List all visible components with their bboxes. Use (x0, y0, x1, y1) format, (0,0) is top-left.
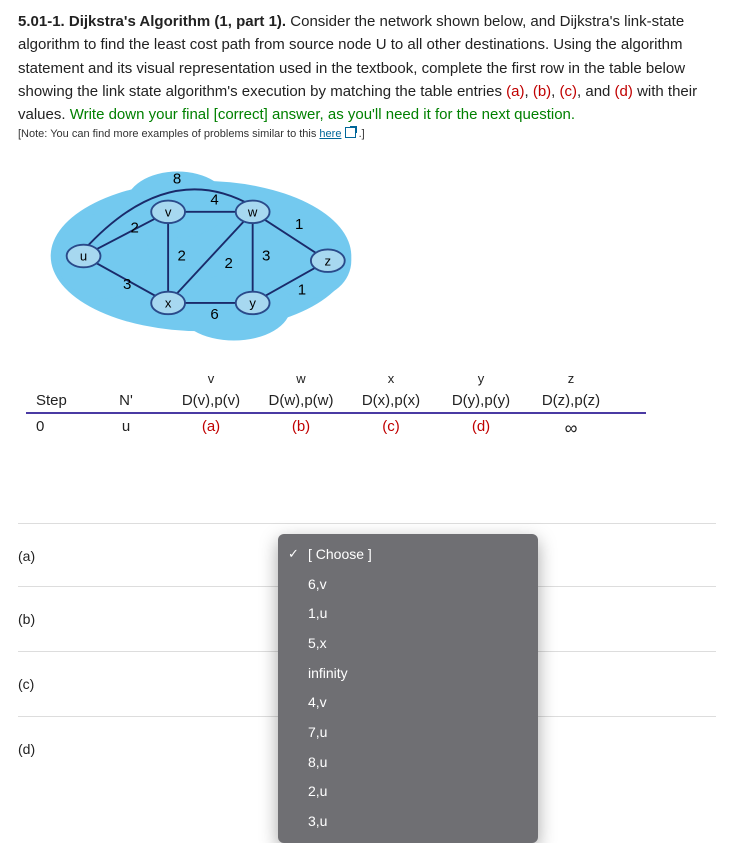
val-a: (a) (166, 414, 256, 443)
q-title: Dijkstra's Algorithm (1, part 1). (69, 13, 286, 30)
svg-text:3: 3 (262, 248, 270, 265)
ans-label-c: (c) (18, 670, 278, 696)
ans-label-d: (d) (18, 735, 278, 761)
lbl-b: (b) (533, 83, 551, 100)
col-z: z (526, 369, 616, 389)
col-y: y (436, 369, 526, 389)
svg-text:y: y (249, 296, 256, 311)
dijkstra-table: v w x y z Step N' D(v),p(v) D(w),p(w) D(… (26, 369, 646, 443)
data-row-0: 0 u (a) (b) (c) (d) ∞ (26, 414, 646, 443)
svg-text:u: u (80, 249, 87, 264)
hdr-step: Step (26, 389, 86, 412)
header-row: Step N' D(v),p(v) D(w),p(w) D(x),p(x) D(… (26, 389, 646, 414)
dropdown-option[interactable]: 6,v (278, 570, 538, 600)
lbl-a: (a) (506, 83, 524, 100)
hdr-dz: D(z),p(z) (526, 389, 616, 412)
svg-text:2: 2 (224, 256, 232, 273)
val-d: (d) (436, 414, 526, 443)
external-link-icon (345, 127, 356, 138)
note-line: [Note: You can find more examples of pro… (18, 126, 716, 143)
hdr-dx: D(x),p(x) (346, 389, 436, 412)
svg-text:x: x (165, 296, 172, 311)
answer-section: (a) [ Choose ]6,v1,u5,xinfinity4,v7,u8,u… (18, 523, 716, 781)
col-w: w (256, 369, 346, 389)
hdr-dv: D(v),p(v) (166, 389, 256, 412)
note-end: .] (359, 128, 365, 140)
val-b: (b) (256, 414, 346, 443)
lbl-d: (d) (615, 83, 633, 100)
q-green: Write down your final [correct] answer, … (70, 106, 575, 123)
val-np: u (86, 414, 166, 443)
ans-label-a: (a) (18, 542, 278, 568)
lbl-c: (c) (560, 83, 578, 100)
network-graph: 2 3 8 4 2 2 3 1 6 1 u v w x y z (46, 161, 716, 358)
val-c: (c) (346, 414, 436, 443)
ans-label-b: (b) (18, 605, 278, 631)
col-letter-row: v w x y z (26, 369, 646, 389)
dropdown-option[interactable]: 4,v (278, 688, 538, 718)
note-label: [Note: You can find more examples of pro… (18, 128, 319, 140)
svg-text:2: 2 (178, 248, 186, 265)
col-x: x (346, 369, 436, 389)
val-step: 0 (26, 414, 86, 443)
dropdown-option[interactable]: 1,u (278, 599, 538, 629)
dropdown-menu[interactable]: [ Choose ]6,v1,u5,xinfinity4,v7,u8,u2,u3… (278, 534, 538, 843)
dropdown-option[interactable]: 3,u (278, 807, 538, 837)
dropdown-option[interactable]: 7,u (278, 718, 538, 748)
svg-text:6: 6 (210, 306, 218, 323)
dropdown-option[interactable]: infinity (278, 659, 538, 689)
svg-text:4: 4 (210, 192, 218, 209)
q-number: 5.01-1. (18, 13, 65, 30)
hdr-dy: D(y),p(y) (436, 389, 526, 412)
dropdown-option[interactable]: 8,u (278, 748, 538, 778)
svg-text:1: 1 (298, 282, 306, 299)
col-v: v (166, 369, 256, 389)
question-text: 5.01-1. Dijkstra's Algorithm (1, part 1)… (18, 10, 716, 126)
dropdown-option[interactable]: 2,u (278, 777, 538, 807)
val-z: ∞ (526, 414, 616, 443)
svg-text:8: 8 (173, 171, 181, 188)
svg-text:2: 2 (131, 220, 139, 237)
svg-text:z: z (325, 254, 332, 269)
dropdown-option[interactable]: 5,x (278, 629, 538, 659)
dropdown-placeholder[interactable]: [ Choose ] (278, 540, 538, 570)
svg-text:w: w (247, 205, 258, 220)
svg-text:1: 1 (295, 216, 303, 233)
answer-row-a: (a) [ Choose ]6,v1,u5,xinfinity4,v7,u8,u… (18, 523, 716, 586)
svg-text:v: v (165, 205, 172, 220)
svg-text:3: 3 (123, 276, 131, 293)
hdr-np: N' (86, 389, 166, 412)
hdr-dw: D(w),p(w) (256, 389, 346, 412)
note-link[interactable]: here (319, 128, 341, 140)
